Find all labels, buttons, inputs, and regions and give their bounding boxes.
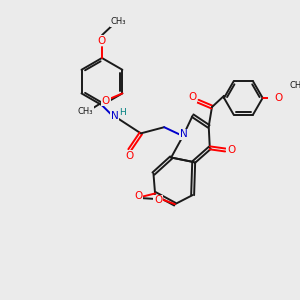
Text: CH₃: CH₃ xyxy=(289,81,300,90)
Text: H: H xyxy=(119,108,126,117)
Text: O: O xyxy=(188,92,196,102)
Text: O: O xyxy=(102,96,110,106)
Text: O: O xyxy=(98,35,106,46)
Text: N: N xyxy=(111,111,119,121)
Text: O: O xyxy=(134,190,142,201)
Text: CH₃: CH₃ xyxy=(110,17,126,26)
Text: O: O xyxy=(125,151,133,161)
Text: O: O xyxy=(154,195,162,206)
Text: O: O xyxy=(227,145,236,155)
Text: N: N xyxy=(180,129,188,140)
Text: O: O xyxy=(274,93,283,103)
Text: CH₃: CH₃ xyxy=(78,107,93,116)
